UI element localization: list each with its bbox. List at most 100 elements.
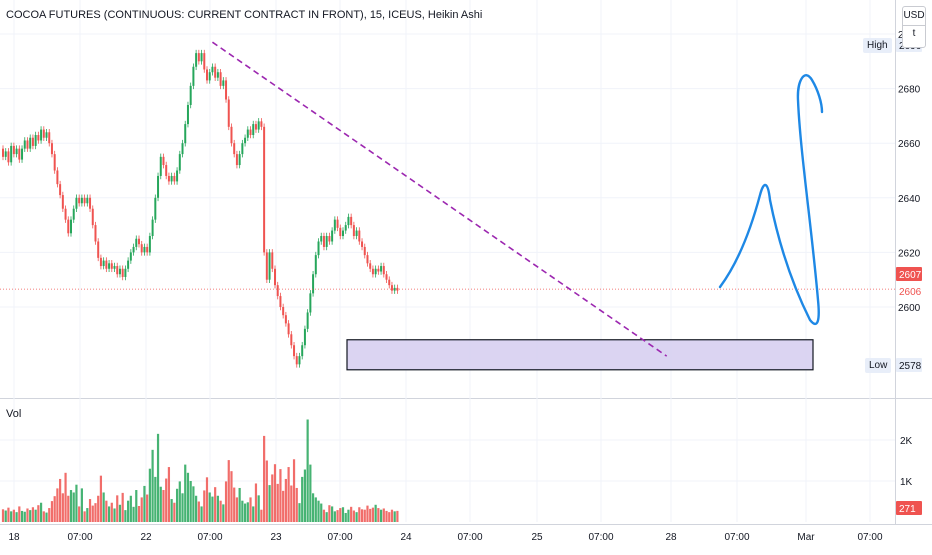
- candle-body: [170, 175, 173, 182]
- volume-bar: [181, 493, 184, 522]
- candle-body: [40, 129, 43, 141]
- volume-bar: [314, 497, 317, 522]
- volume-bar: [374, 504, 377, 522]
- descending-trendline: [211, 41, 668, 357]
- volume-bar: [156, 433, 160, 522]
- volume-bar: [222, 504, 225, 522]
- volume-bar: [175, 488, 179, 522]
- candle-body: [113, 266, 116, 269]
- candle-body: [325, 236, 328, 247]
- currency-selector[interactable]: USD t: [902, 6, 926, 48]
- candle-body: [148, 236, 151, 253]
- candle-body: [162, 156, 165, 166]
- candle-body: [216, 72, 219, 78]
- candle-body: [314, 255, 317, 275]
- candle-body: [53, 154, 56, 171]
- volume-bar: [350, 506, 353, 522]
- x-tick-label: 07:00: [197, 532, 222, 543]
- candle-body: [42, 129, 45, 138]
- candle-body: [132, 246, 135, 253]
- volume-bar: [83, 511, 86, 522]
- candle-body: [371, 268, 374, 275]
- volume-bar: [195, 495, 198, 522]
- candle-body: [165, 165, 168, 176]
- volume-bar: [167, 467, 171, 522]
- volume-bar: [170, 499, 173, 522]
- volume-bar: [20, 510, 24, 522]
- candle-body: [4, 151, 7, 157]
- volume-bar: [306, 419, 309, 522]
- candle-body: [290, 334, 293, 346]
- volume-bar: [118, 504, 122, 522]
- candle-body: [45, 132, 48, 138]
- volume-bar: [15, 512, 18, 522]
- volume-bar: [12, 509, 15, 522]
- volume-bar: [137, 506, 141, 522]
- volume-bar: [227, 460, 230, 522]
- candle-body: [143, 246, 146, 253]
- candle-body: [206, 69, 208, 81]
- volume-bar: [292, 459, 296, 522]
- volume-bar: [238, 487, 241, 522]
- volume-bar: [37, 505, 40, 522]
- candle-body: [181, 143, 184, 155]
- candle-body: [7, 151, 10, 163]
- last-price-tag: 2606: [899, 287, 922, 298]
- x-tick-label: 07:00: [588, 532, 613, 543]
- volume-bar: [162, 490, 165, 522]
- candle-body: [303, 328, 306, 346]
- candle-body: [173, 175, 176, 182]
- volume-bar: [271, 474, 274, 522]
- volume-bar: [393, 511, 396, 522]
- volume-bar: [352, 510, 355, 522]
- volume-bar: [7, 507, 10, 522]
- volume-bar: [344, 512, 347, 522]
- volume-bar: [110, 502, 113, 522]
- candle-body: [118, 268, 121, 275]
- volume-bar: [388, 512, 391, 522]
- volume-bar: [290, 485, 293, 522]
- candle-body: [50, 143, 53, 155]
- volume-bar: [178, 481, 181, 522]
- volume-bar: [67, 495, 70, 522]
- chart-title: COCOA FUTURES (CONTINUOUS: CURRENT CONTR…: [6, 9, 483, 21]
- y-tick-label: 2600: [898, 303, 921, 314]
- candle-body: [252, 124, 255, 136]
- volume-bar: [102, 492, 105, 522]
- volume-bar: [165, 478, 168, 522]
- candle-body: [276, 285, 279, 297]
- candle-body: [225, 80, 228, 100]
- x-tick-label: 24: [400, 532, 412, 543]
- volume-bar: [39, 502, 43, 522]
- volume-bar: [377, 508, 380, 522]
- volume-tick-label: 2K: [900, 436, 913, 447]
- volume-bar: [99, 475, 103, 522]
- candle-body: [184, 124, 187, 144]
- volume-bar: [347, 509, 350, 522]
- volume-bar: [366, 505, 369, 522]
- candle-body: [222, 80, 225, 86]
- candle-body: [80, 197, 83, 204]
- volume-bar: [72, 492, 75, 522]
- volume-bar: [140, 497, 143, 522]
- volume-bar: [336, 510, 339, 522]
- volume-bar: [64, 472, 67, 522]
- x-tick-label: 18: [8, 532, 20, 543]
- volume-bar: [132, 506, 135, 522]
- volume-bar: [10, 511, 13, 522]
- candle-body: [203, 53, 206, 70]
- volume-bar: [184, 464, 187, 522]
- candle-body: [271, 252, 274, 269]
- volume-bar: [113, 508, 116, 522]
- volume-last-tag-bg: [896, 501, 922, 515]
- candle-body: [265, 252, 268, 280]
- candle-body: [246, 129, 249, 138]
- candle-body: [97, 241, 100, 258]
- low-price-tag-bg: [896, 358, 922, 372]
- candle-body: [331, 230, 334, 242]
- candle-body: [322, 236, 325, 247]
- candle-body: [336, 219, 339, 228]
- low-label: Low: [865, 358, 892, 373]
